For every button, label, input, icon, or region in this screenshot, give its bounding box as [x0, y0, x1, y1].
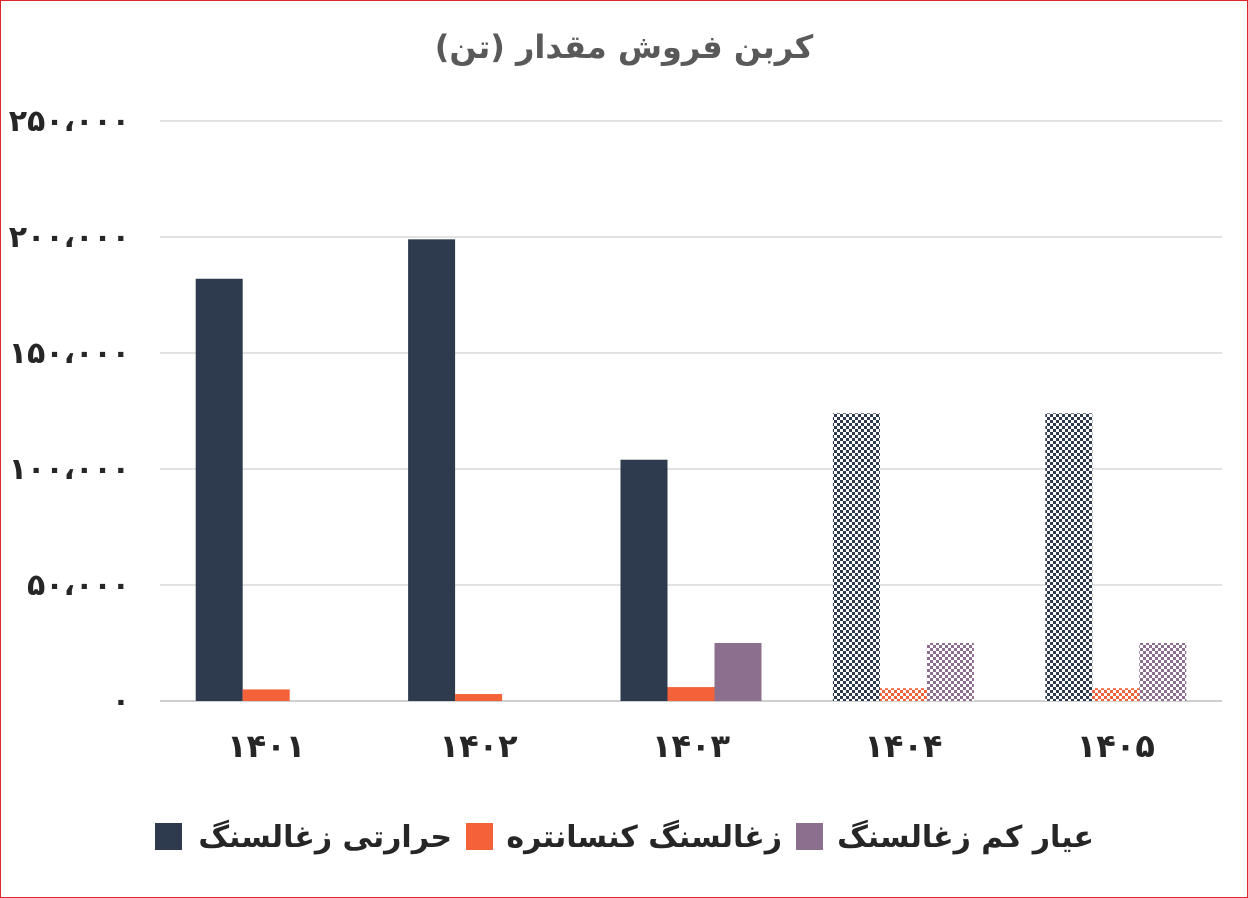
- bar-2-1: [242, 689, 290, 701]
- bar-2-5: [1092, 688, 1140, 701]
- x-tick-label: ۱۴۰۳: [652, 727, 731, 765]
- legend-swatch-2: [466, 823, 493, 850]
- bar-2-4: [879, 688, 927, 701]
- legend-swatch-3: [796, 823, 823, 850]
- gridlines: [160, 120, 1222, 702]
- x-axis-ticks: ۱۴۰۱ ۱۴۰۲ ۱۴۰۳ ۱۴۰۴ ۱۴۰۵: [227, 727, 1155, 765]
- x-tick-label: ۱۴۰۵: [1077, 727, 1155, 765]
- y-tick-label: ۲۵۰،۰۰۰: [9, 104, 130, 139]
- bar-3-3: [714, 643, 762, 701]
- legend-swatch-1: [155, 823, 182, 850]
- x-tick-label: ۱۴۰۴: [864, 727, 942, 765]
- chart-title: (تن) کربن فروش مقدار: [435, 28, 814, 66]
- bar-1-3: [620, 459, 668, 701]
- y-tick-label: ۲۰۰،۰۰۰: [9, 220, 130, 255]
- bar-1-1: [195, 278, 243, 701]
- legend-label-2: زغالسنگ کنسانتره: [506, 819, 782, 855]
- bar-2-3: [667, 687, 715, 701]
- bar-1-5: [1045, 413, 1093, 701]
- y-tick-label: ۱۵۰،۰۰۰: [9, 336, 130, 371]
- bar-2-2: [455, 694, 503, 701]
- y-tick-label: ۰: [112, 684, 130, 719]
- bars: [195, 239, 1187, 701]
- x-tick-label: ۱۴۰۱: [227, 727, 305, 765]
- y-axis-ticks: ۰ ۵۰،۰۰۰ ۱۰۰،۰۰۰ ۱۵۰،۰۰۰ ۲۰۰،۰۰۰ ۲۵۰،۰۰۰: [9, 104, 130, 719]
- bar-3-5: [1139, 643, 1187, 701]
- legend: حرارتی زغالسنگ زغالسنگ کنسانتره عیار کم زغ…: [155, 819, 1094, 855]
- bar-3-4: [926, 643, 974, 701]
- bar-1-4: [832, 413, 880, 701]
- bar-1-2: [408, 239, 456, 701]
- x-tick-label: ۱۴۰۲: [440, 727, 519, 765]
- y-tick-label: ۱۰۰،۰۰۰: [9, 452, 130, 487]
- legend-label-1: حرارتی زغالسنگ: [198, 819, 452, 855]
- legend-label-3: عیار کم زغالسنگ: [837, 819, 1094, 855]
- y-tick-label: ۵۰،۰۰۰: [27, 568, 130, 603]
